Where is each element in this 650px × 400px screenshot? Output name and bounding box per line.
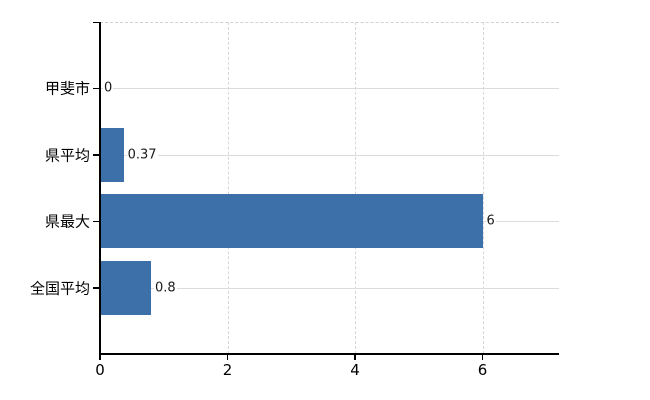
x-axis-line [99, 353, 559, 355]
y-axis-line [99, 22, 101, 354]
bar [100, 260, 151, 315]
bar-value-label: 0.8 [154, 280, 177, 296]
bar [100, 127, 124, 182]
category-label: 甲斐市 [44, 79, 90, 98]
category-label: 県平均 [44, 146, 90, 165]
v-gridline [482, 22, 484, 354]
x-tick [99, 354, 101, 360]
bar [100, 194, 483, 249]
plot-top-border [100, 22, 559, 23]
x-tick [226, 354, 229, 360]
y-tick [93, 287, 100, 289]
y-tick [93, 154, 100, 156]
category-label: 県最大 [44, 212, 90, 231]
h-gridline [100, 287, 559, 289]
bar-value-label: 0 [103, 80, 114, 96]
y-tick [93, 87, 100, 90]
x-tick-label: 0 [95, 361, 105, 379]
bar-value-label: 0.37 [126, 147, 158, 163]
h-gridline [100, 154, 559, 156]
x-tick-label: 2 [222, 361, 233, 379]
category-label: 全国平均 [29, 279, 90, 298]
x-tick-label: 4 [350, 361, 360, 379]
x-tick [354, 354, 356, 360]
v-gridline [355, 22, 356, 354]
x-tick [481, 354, 484, 360]
y-tick [93, 220, 100, 223]
h-gridline [100, 88, 559, 90]
y-axis-end-tick [93, 21, 100, 23]
x-tick-label: 6 [477, 361, 488, 379]
v-gridline [227, 22, 229, 354]
bar-value-label: 6 [485, 213, 496, 229]
